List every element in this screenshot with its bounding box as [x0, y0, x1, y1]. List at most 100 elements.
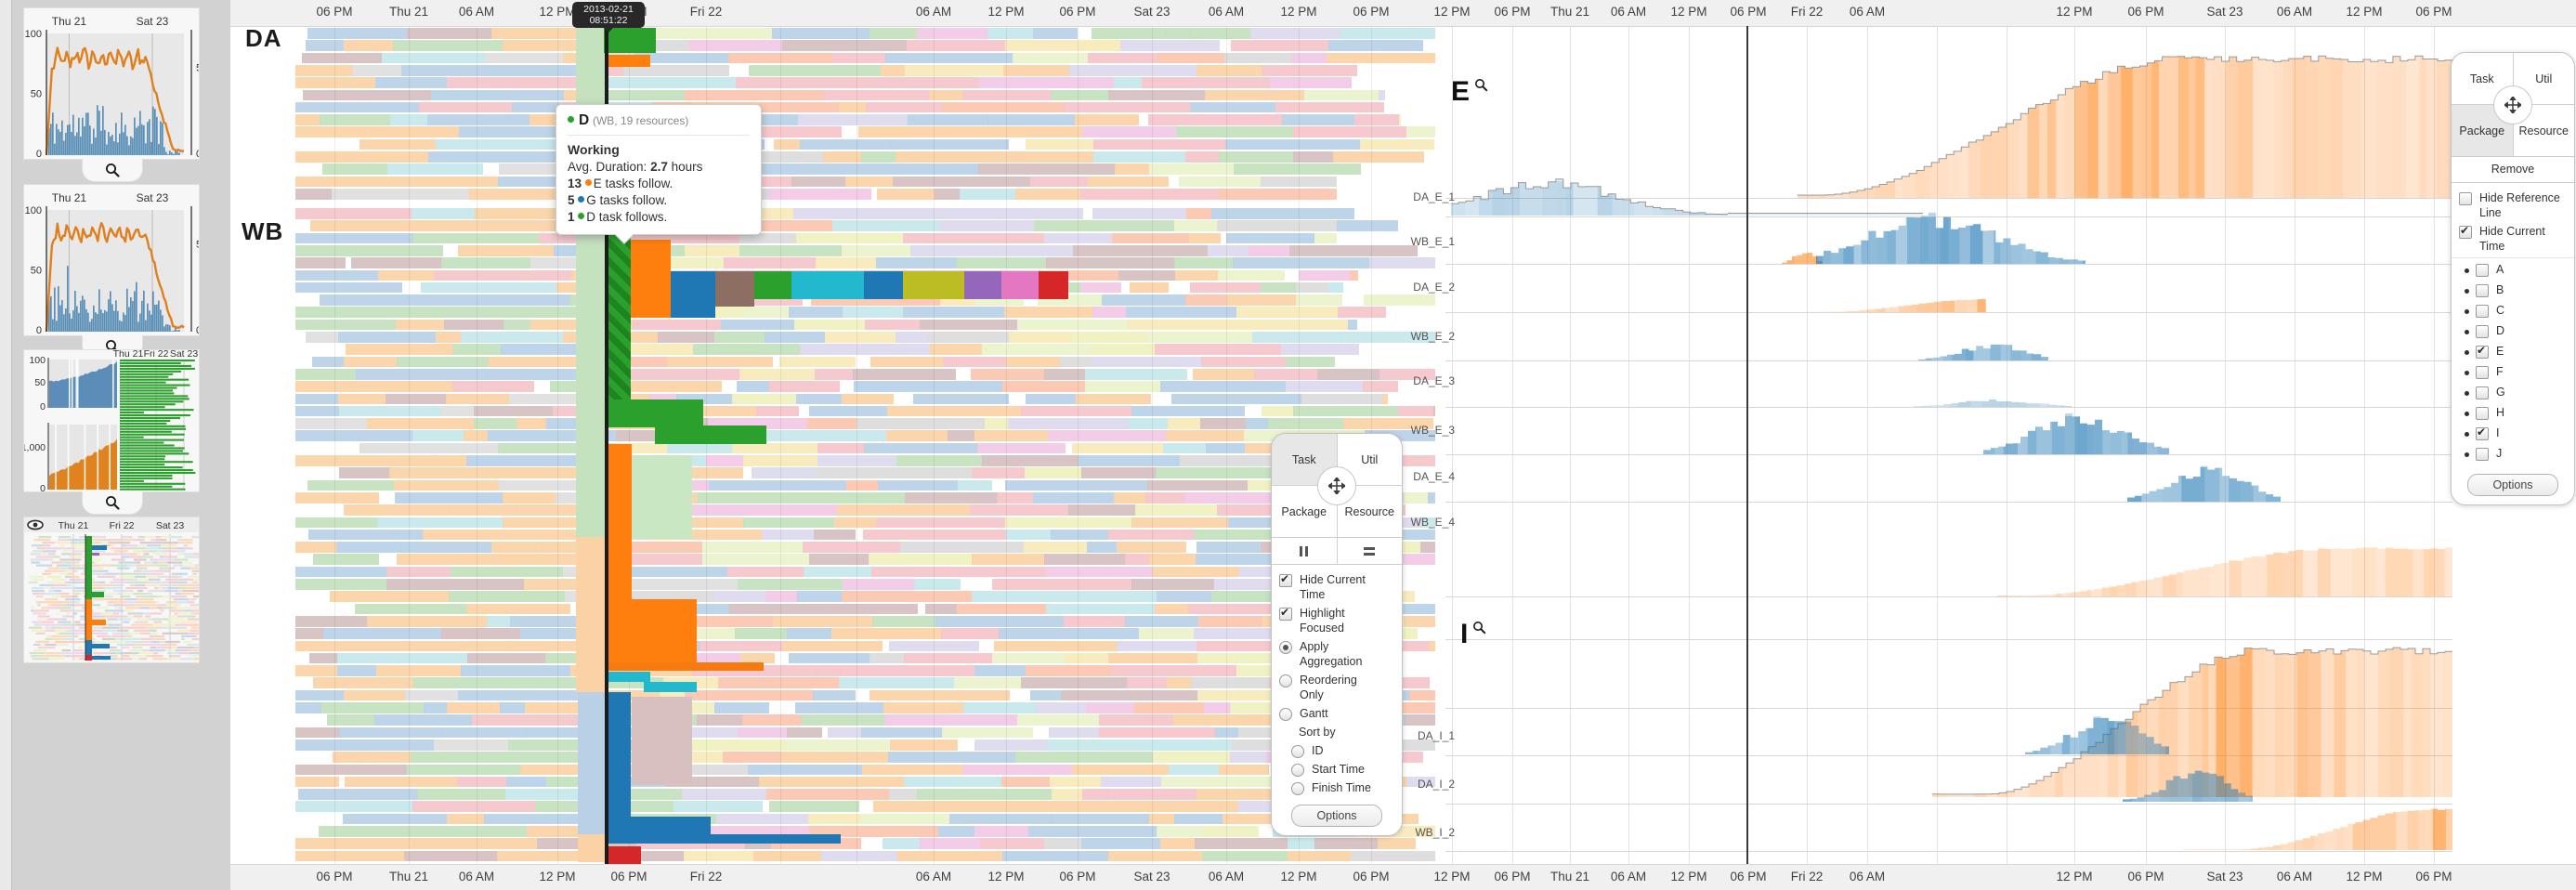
option-finish-time[interactable]: Finish Time [1279, 779, 1398, 797]
tab-resource[interactable]: Resource [2513, 105, 2574, 156]
axis-tick-label: 12 PM [2346, 870, 2383, 883]
checkbox-series-b[interactable] [2476, 284, 2489, 297]
focused-task-bar[interactable] [632, 697, 692, 785]
focused-task-bar[interactable] [607, 672, 650, 682]
task-bar [768, 188, 871, 200]
options-button[interactable]: Options [2467, 474, 2558, 496]
focused-task-bar[interactable] [607, 834, 841, 844]
option-apply-aggregation[interactable]: Apply Aggregation [1279, 637, 1398, 671]
focused-task-bar[interactable] [715, 271, 754, 307]
series-item-e[interactable]: E [2463, 342, 2574, 362]
focused-task-bar[interactable] [631, 240, 671, 318]
task-bar [631, 628, 661, 639]
task-type-dot [568, 116, 574, 123]
option-hide-current-time[interactable]: Hide Current Time [2459, 222, 2570, 255]
series-item-a[interactable]: A [2463, 260, 2574, 281]
task-bar [742, 714, 802, 726]
thumbnail-gantt-overview[interactable]: Thu 21 Fri 22 Sat 23 [23, 517, 211, 663]
series-item-j[interactable]: J [2463, 444, 2574, 465]
zoom-i-icon[interactable] [1472, 621, 1486, 635]
zoom-thumb1-button[interactable] [82, 159, 143, 182]
option-start-time[interactable]: Start Time [1279, 760, 1398, 779]
series-item-h[interactable]: H [2463, 403, 2574, 424]
checkbox-hide-current-time[interactable] [2459, 224, 2472, 239]
focused-task-bar[interactable] [607, 231, 631, 401]
series-item-d[interactable]: D [2463, 321, 2574, 342]
task-bar [864, 319, 921, 331]
option-hide-current-time[interactable]: Hide Current Time [1279, 570, 1398, 604]
option-highlight-focused[interactable]: Highlight Focused [1279, 604, 1398, 637]
zoom-e-icon[interactable] [1474, 78, 1488, 92]
focused-task-bar[interactable] [607, 662, 764, 671]
checkbox-series-g[interactable] [2476, 386, 2489, 399]
options-button[interactable]: Options [1291, 805, 1382, 827]
focused-task-bar[interactable] [607, 444, 632, 600]
move-handle-icon[interactable] [2493, 85, 2532, 124]
sidebar-scrollbar[interactable] [0, 0, 12, 890]
focused-task-bar[interactable] [655, 425, 766, 444]
checkbox-series-e[interactable] [2476, 344, 2489, 359]
option-id[interactable]: ID [1279, 741, 1398, 760]
focused-task-bar[interactable] [671, 271, 715, 318]
pause-layout-icon[interactable] [1272, 538, 1337, 564]
checkbox-series-c[interactable] [2476, 305, 2489, 318]
checkbox-series-i[interactable] [2476, 425, 2489, 440]
series-item-f[interactable]: F [2463, 362, 2574, 383]
focused-task-bar[interactable] [607, 692, 631, 818]
checkbox-series-j[interactable] [2476, 448, 2489, 461]
series-item-b[interactable]: B [2463, 281, 2574, 301]
task-bar [1038, 850, 1109, 862]
radio-start-time[interactable] [1291, 764, 1304, 777]
focused-task-bar[interactable] [903, 271, 964, 299]
series-label: G [2496, 386, 2505, 399]
series-item-g[interactable]: G [2463, 383, 2574, 403]
remove-button[interactable]: Remove [2452, 157, 2574, 183]
task-bar [956, 603, 1047, 615]
option-gantt[interactable]: Gantt [1279, 704, 1398, 723]
focused-task-bar[interactable] [754, 271, 791, 299]
radio-gantt[interactable] [1279, 708, 1292, 721]
focused-task-bar[interactable] [632, 455, 692, 539]
option-reordering-only[interactable]: Reordering Only [1279, 671, 1398, 704]
checkbox-hide-reference-line[interactable] [2459, 192, 2472, 205]
focused-task-bar[interactable] [864, 271, 903, 299]
focused-task-bar[interactable] [1001, 271, 1039, 299]
checkbox-series-a[interactable] [2476, 264, 2489, 277]
reference-line[interactable] [1746, 26, 1748, 864]
checkbox-series-h[interactable] [2476, 407, 2489, 420]
focused-task-bar[interactable] [964, 271, 1001, 299]
follow-lines: 13 E tasks follow. 5 G tasks follow. 1 D t… [568, 176, 750, 226]
section-heading-e: E [1451, 78, 1488, 106]
axis-tick-label: 06 AM [2276, 870, 2313, 883]
task-bar [1245, 418, 1269, 429]
series-options-panel[interactable]: Task Util Package Resource Remove Hide Refere… [2451, 52, 2575, 505]
radio-apply-aggregation[interactable] [1279, 641, 1292, 654]
focused-task-bar[interactable] [606, 55, 650, 67]
focused-task-bar[interactable] [791, 271, 864, 299]
zoom-thumb3-button[interactable] [82, 491, 143, 515]
stacked-layout-icon[interactable] [1337, 538, 1402, 564]
checkbox-highlight-focused[interactable] [1279, 606, 1292, 621]
checkbox-hide-current-time[interactable] [1279, 572, 1292, 587]
task-bar [1316, 64, 1357, 76]
series-item-c[interactable]: C [2463, 301, 2574, 321]
radio-finish-time[interactable] [1291, 782, 1304, 795]
checkbox-series-f[interactable] [2476, 366, 2489, 379]
focused-task-bar[interactable] [607, 399, 703, 427]
thumbnail-utilization-1[interactable]: Thu 21 Sat 23 100 50 0 50 0 [23, 7, 207, 160]
eye-icon[interactable] [27, 519, 44, 530]
focused-task-bar[interactable] [644, 682, 697, 692]
option-hide-reference-line[interactable]: Hide Reference Line [2459, 189, 2570, 222]
task-bar [539, 529, 595, 541]
move-handle-icon[interactable] [1317, 465, 1356, 505]
focused-task-bar[interactable] [1039, 271, 1068, 299]
thumbnail-utilization-2[interactable]: Thu 21 Sat 23 100 50 0 50 0 [23, 184, 207, 336]
checkbox-series-d[interactable] [2476, 325, 2489, 338]
radio-reordering-only[interactable] [1279, 674, 1292, 687]
focused-task-bar[interactable] [607, 599, 697, 664]
focused-task-bar[interactable] [607, 817, 711, 836]
series-item-i[interactable]: I [2463, 424, 2574, 444]
radio-id[interactable] [1291, 745, 1304, 758]
